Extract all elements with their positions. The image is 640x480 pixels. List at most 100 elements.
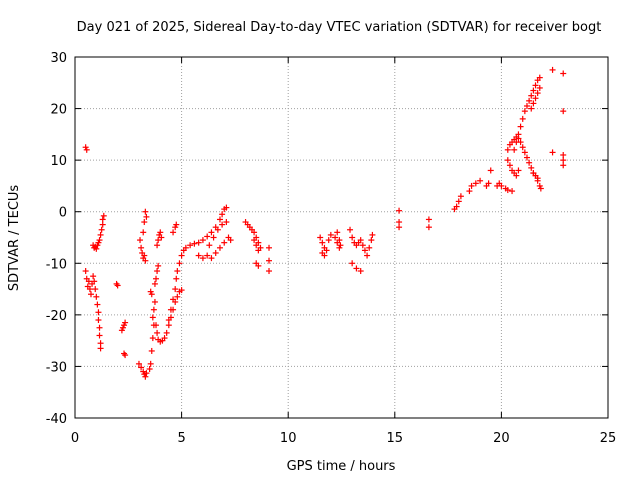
data-point xyxy=(549,149,556,156)
data-point xyxy=(536,84,543,91)
data-point xyxy=(336,237,343,244)
data-point xyxy=(143,213,150,220)
data-point xyxy=(472,180,479,187)
data-point xyxy=(266,244,273,251)
data-point xyxy=(526,159,533,166)
y-tick-labels: -40 -30 -20 -10 0 10 20 30 xyxy=(46,51,67,427)
data-point xyxy=(155,237,162,244)
data-point xyxy=(204,233,211,240)
data-point xyxy=(208,229,215,236)
data-point xyxy=(173,221,180,228)
data-point xyxy=(154,242,161,249)
data-point xyxy=(91,278,98,285)
data-point xyxy=(150,306,157,313)
data-point xyxy=(317,234,324,241)
data-point xyxy=(266,268,273,275)
data-point xyxy=(523,154,530,161)
data-point xyxy=(210,234,217,241)
data-point xyxy=(325,237,332,244)
data-point xyxy=(357,268,364,275)
data-point xyxy=(199,255,206,262)
data-point xyxy=(425,224,432,231)
y-tick-label: 20 xyxy=(50,103,67,118)
data-point xyxy=(208,255,215,262)
data-point xyxy=(532,82,539,89)
data-point xyxy=(332,234,339,241)
data-point xyxy=(521,149,528,156)
data-point xyxy=(165,322,172,329)
data-point xyxy=(83,146,90,153)
y-tick-label: 0 xyxy=(59,206,67,221)
data-point xyxy=(425,216,432,223)
data-point xyxy=(349,234,356,241)
data-point xyxy=(455,198,462,205)
data-point xyxy=(528,164,535,171)
data-point xyxy=(142,257,149,264)
data-point xyxy=(137,237,144,244)
data-point xyxy=(321,252,328,259)
data-point xyxy=(212,249,219,256)
data-point xyxy=(96,324,103,331)
data-point xyxy=(154,268,161,275)
chart-title: Day 021 of 2025, Sidereal Day-to-day VTE… xyxy=(77,20,602,35)
data-point xyxy=(534,90,541,97)
data-point xyxy=(337,242,344,249)
data-point xyxy=(170,229,177,236)
data-point xyxy=(223,219,230,226)
y-axis-label: SDTVAR / TECUs xyxy=(7,185,22,292)
plot-frame xyxy=(74,56,609,419)
data-point xyxy=(266,257,273,264)
data-point xyxy=(165,317,172,324)
data-point xyxy=(176,260,183,267)
data-point xyxy=(364,252,371,259)
data-point xyxy=(532,95,539,102)
data-point xyxy=(560,108,567,115)
data-point xyxy=(504,157,511,164)
data-point xyxy=(227,237,234,244)
data-point xyxy=(396,207,403,214)
data-point xyxy=(515,167,522,174)
data-points xyxy=(82,66,567,380)
data-point xyxy=(142,208,149,215)
data-point xyxy=(98,226,105,233)
y-tick-label: 10 xyxy=(50,154,67,169)
data-point xyxy=(142,373,149,380)
grid-lines xyxy=(75,57,608,418)
data-point xyxy=(182,244,189,251)
data-point xyxy=(122,319,129,326)
data-point xyxy=(509,188,516,195)
data-point xyxy=(253,242,260,249)
data-point xyxy=(530,87,537,94)
data-point xyxy=(143,370,150,377)
data-point xyxy=(560,70,567,77)
data-point xyxy=(149,335,156,342)
data-point xyxy=(466,188,473,195)
x-tick-label: 25 xyxy=(600,431,617,446)
data-point xyxy=(151,298,158,305)
data-point xyxy=(147,360,154,367)
data-point xyxy=(97,345,104,352)
data-point xyxy=(135,360,142,367)
data-point xyxy=(86,286,93,293)
data-point xyxy=(138,364,145,371)
data-point xyxy=(513,139,520,146)
data-point xyxy=(504,187,511,194)
data-point xyxy=(154,329,161,336)
data-point xyxy=(560,162,567,169)
data-point xyxy=(173,275,180,282)
data-point xyxy=(523,102,530,109)
data-point xyxy=(366,244,373,251)
data-point xyxy=(216,216,223,223)
data-point xyxy=(457,193,464,200)
data-point xyxy=(206,242,213,249)
data-point xyxy=(359,242,366,249)
data-point xyxy=(511,146,518,153)
data-point xyxy=(549,66,556,73)
y-tick-label: -20 xyxy=(46,309,67,324)
data-point xyxy=(195,252,202,259)
data-point xyxy=(536,74,543,81)
data-point xyxy=(153,275,160,282)
data-point xyxy=(327,231,334,238)
data-point xyxy=(219,221,226,228)
